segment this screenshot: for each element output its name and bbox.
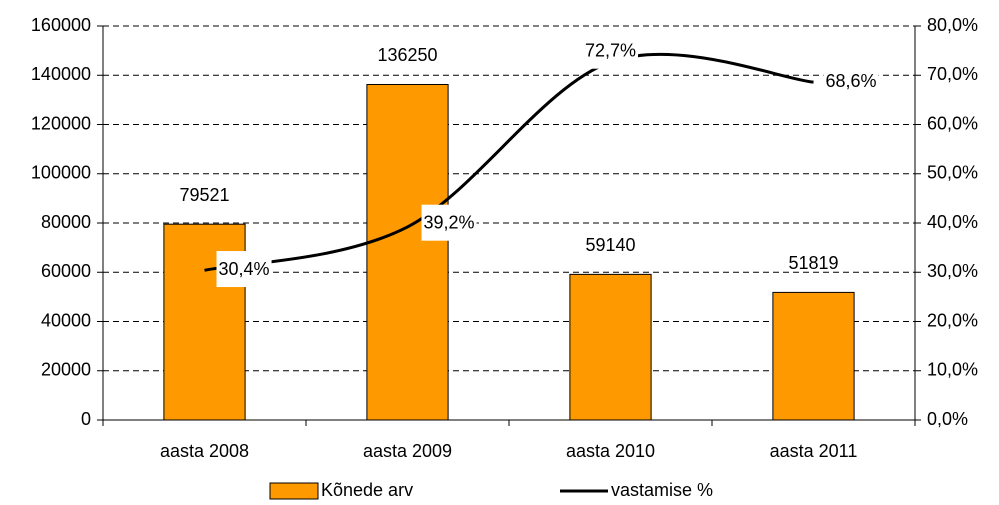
bar xyxy=(569,273,652,421)
line-value-label: 30,4% xyxy=(219,259,270,279)
x-tick-label: aasta 2008 xyxy=(160,441,249,461)
y-tick-label: 60000 xyxy=(41,261,91,281)
x-tick-label: aasta 2011 xyxy=(770,441,858,461)
y2-tick-label: 10,0% xyxy=(927,360,978,380)
y2-tick-label: 40,0% xyxy=(927,212,978,232)
y-tick-label: 80000 xyxy=(41,212,91,232)
y-tick-label: 140000 xyxy=(31,64,91,84)
legend-label: vastamise % xyxy=(611,480,713,500)
bar xyxy=(772,291,855,421)
y2-tick-label: 50,0% xyxy=(927,163,978,183)
label-box xyxy=(823,62,879,99)
label-box xyxy=(216,251,272,288)
y-tick-label: 20000 xyxy=(41,360,91,380)
legend-label: Kõnede arv xyxy=(321,480,413,500)
x-tick-label: aasta 2010 xyxy=(566,441,655,461)
label-box xyxy=(421,204,477,241)
y2-tick-label: 0,0% xyxy=(927,409,968,429)
bar-value-label: 51819 xyxy=(788,253,838,273)
y2-tick-label: 20,0% xyxy=(927,310,978,330)
y2-tick-label: 60,0% xyxy=(927,113,978,133)
x-tick-label: aasta 2009 xyxy=(363,441,452,461)
y2-tick-label: 30,0% xyxy=(927,261,978,281)
line xyxy=(204,52,814,272)
bar-value-label: 79521 xyxy=(179,185,229,205)
line-value-label: 72,7% xyxy=(585,41,636,61)
y-tick-label: 160000 xyxy=(31,15,91,35)
line-value-label: 68,6% xyxy=(826,71,877,91)
line-value-label: 39,2% xyxy=(424,213,475,233)
y2-tick-label: 70,0% xyxy=(927,64,978,84)
y-tick-label: 40000 xyxy=(41,310,91,330)
label-box xyxy=(582,32,639,69)
y-tick-label: 100000 xyxy=(31,163,91,183)
bar-value-label: 59140 xyxy=(585,235,635,255)
y-tick-label: 0 xyxy=(81,409,91,429)
legend-swatch xyxy=(269,482,319,500)
y2-tick-label: 80,0% xyxy=(927,15,978,35)
bar xyxy=(366,83,449,421)
y-tick-label: 120000 xyxy=(31,113,91,133)
bar-value-label: 136250 xyxy=(377,45,437,65)
